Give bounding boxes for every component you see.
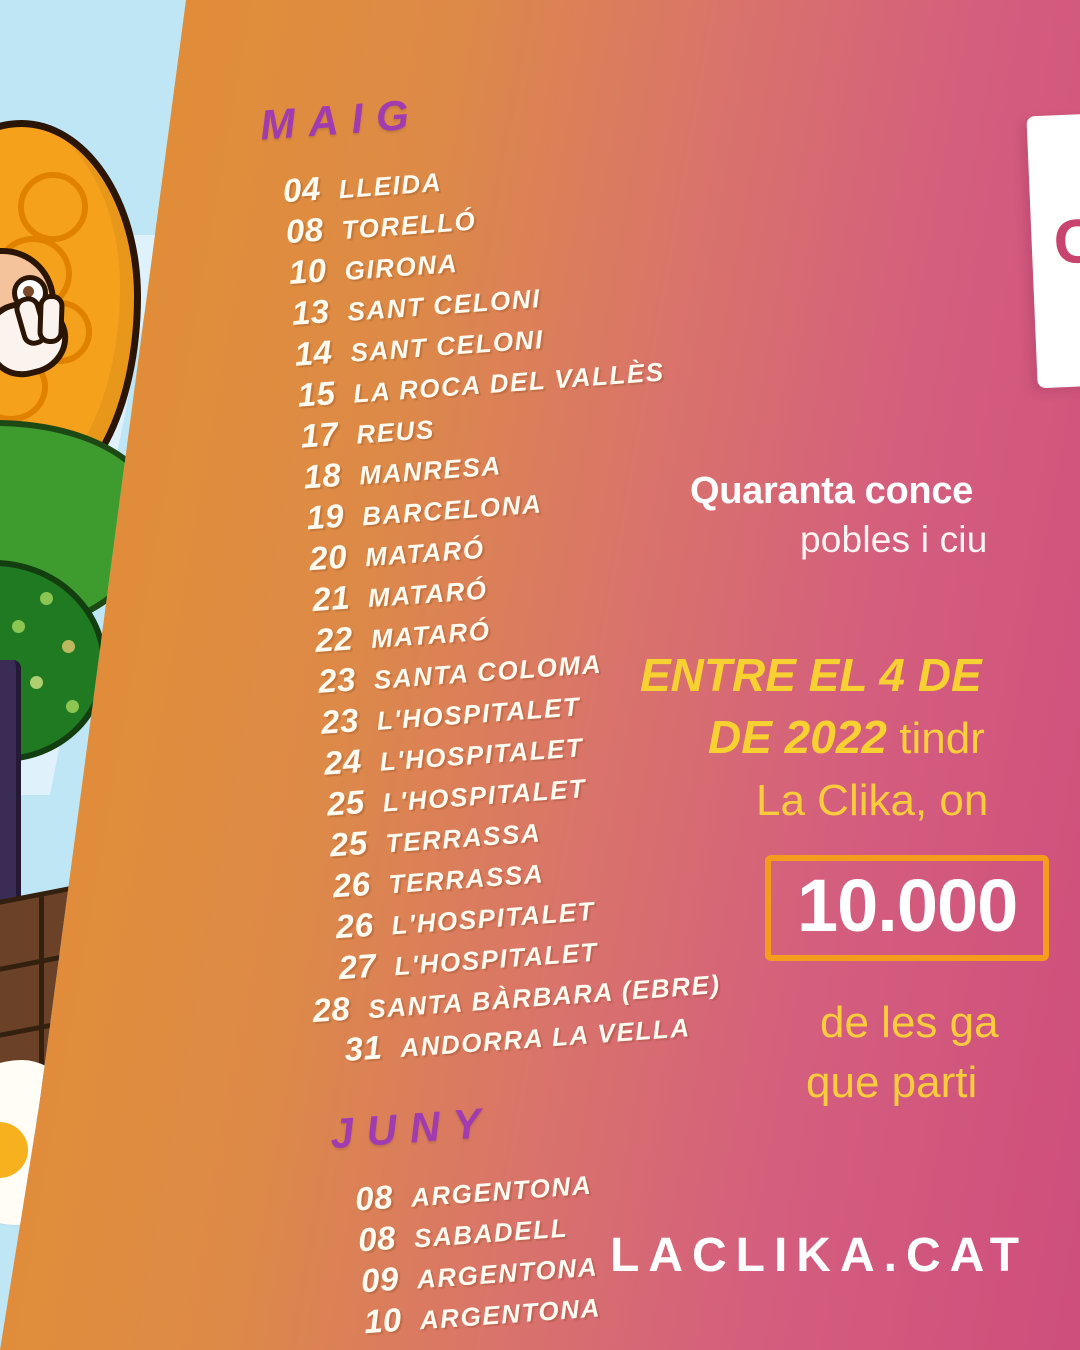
tail-line-2: que parti (806, 1058, 978, 1107)
gig-list-maig: 04 LLEIDA 08 TORELLÓ 10 GIRONA 13 SANT CELONI 14… (0, 145, 725, 1092)
gig-city: MANRESA (358, 450, 503, 491)
skirt-dot-icon (62, 640, 75, 653)
character-leg-icon (0, 660, 21, 910)
site-url[interactable]: LACLIKA.CAT (610, 1229, 1029, 1282)
yellow-line-2-bold: DE 2022 (708, 711, 888, 763)
tail-line-1: de les ga (820, 998, 999, 1047)
headline-line-1: Quaranta conce (690, 470, 974, 512)
gig-city: ARGENTONA (418, 1292, 602, 1336)
white-card: C (1026, 107, 1080, 389)
promo-headline: Quaranta conce pobles i ciu (690, 470, 1080, 561)
yellow-line-2-thin: tindr (887, 714, 985, 763)
gig-city: REUS (355, 414, 436, 450)
gig-city: TORELLÓ (340, 205, 478, 246)
gig-city: MATARÓ (369, 615, 492, 655)
yellow-line-2: DE 2022 tindr (708, 710, 1080, 764)
gig-city: LLEIDA (337, 166, 444, 205)
yellow-line-3: La Clika, on (756, 776, 989, 825)
skirt-dot-icon (66, 700, 79, 713)
tour-schedule: MAIG 04 LLEIDA 08 TORELLÓ 10 GIRONA 13 SANT CEL… (0, 90, 725, 1340)
hair-curl-icon (18, 172, 88, 242)
skirt-dot-icon (12, 620, 25, 633)
gig-city: MATARÓ (364, 533, 486, 573)
skirt-dot-icon (40, 592, 53, 605)
skirt-dot-icon (30, 676, 43, 689)
headline-line-2: pobles i ciu (800, 519, 988, 560)
promo-tail-block: de les ga que parti (806, 998, 1080, 1108)
card-letter: C (1052, 206, 1080, 278)
gig-city: GIRONA (343, 247, 459, 286)
big-number: 10.000 (797, 864, 1018, 947)
gig-city: MATARÓ (366, 574, 489, 614)
big-number-box: 10.000 (765, 855, 1050, 961)
yellow-line-1: ENTRE EL 4 DE (640, 649, 982, 701)
promo-yellow-block: ENTRE EL 4 DE DE 2022 tindr La Clika, on (640, 648, 1080, 826)
